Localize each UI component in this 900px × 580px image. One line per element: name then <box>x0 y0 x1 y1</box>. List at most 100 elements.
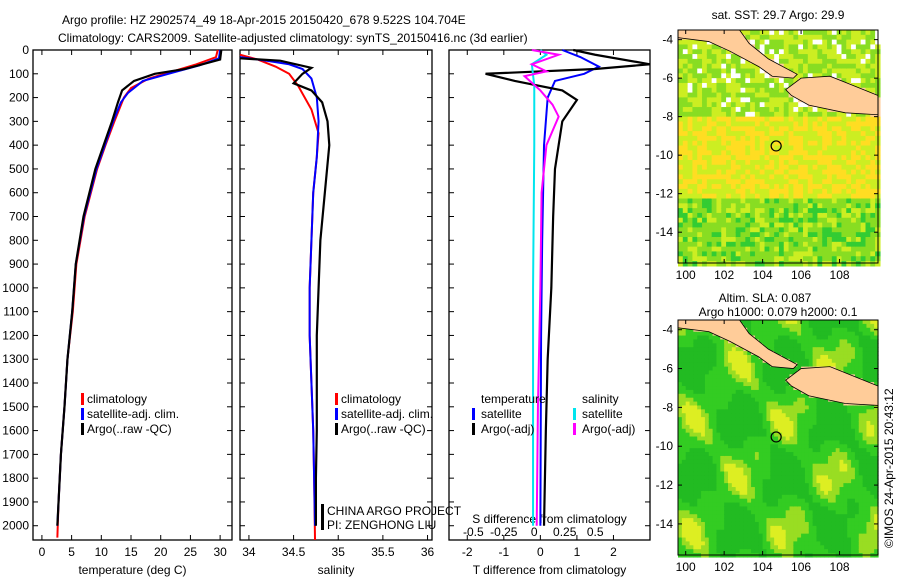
map-cell <box>708 420 714 426</box>
map-cell <box>812 323 818 329</box>
map-cell <box>751 432 756 438</box>
map-cell <box>702 78 708 84</box>
map-cell <box>704 537 710 543</box>
map-cell <box>716 432 721 438</box>
map-cell <box>785 452 791 457</box>
map-cell <box>708 389 714 395</box>
map-cell <box>754 518 760 523</box>
map-cell <box>678 111 684 118</box>
map-cell <box>820 475 825 480</box>
map-cell <box>801 432 806 438</box>
map-cell <box>740 107 746 113</box>
map-cell <box>687 135 694 142</box>
map-cell <box>870 63 876 70</box>
map-cell <box>774 232 780 238</box>
map-cell <box>750 217 756 224</box>
map-cell <box>682 174 689 180</box>
map-cell <box>721 150 727 156</box>
map-cell <box>711 184 718 190</box>
map-cell <box>827 54 833 60</box>
map-cell <box>828 510 833 515</box>
map-cell <box>754 471 760 476</box>
map-cell <box>778 521 783 527</box>
map-cell <box>716 82 722 89</box>
map-cell <box>836 241 843 248</box>
map-cell <box>797 541 802 546</box>
map-cell <box>743 358 748 364</box>
map-lat-label: -6 <box>662 71 673 85</box>
map-cell <box>724 475 729 480</box>
map-cell <box>828 327 833 333</box>
map-cell <box>697 537 702 543</box>
map-cell <box>724 428 729 434</box>
map-cell <box>693 494 698 500</box>
map-cell <box>751 494 756 500</box>
map-cell <box>835 424 841 430</box>
map-cell <box>769 87 775 94</box>
map-cell <box>728 487 733 492</box>
map-cell <box>739 448 744 453</box>
map-cell <box>678 514 683 519</box>
map-cell <box>812 358 818 364</box>
map-cell <box>726 222 732 228</box>
map-cell <box>743 459 748 465</box>
map-cell <box>701 417 706 422</box>
map-cell <box>681 494 687 500</box>
map-cell <box>716 102 722 108</box>
map-cell <box>803 121 809 127</box>
map-cell <box>778 169 785 176</box>
map-cell <box>681 378 687 383</box>
map-cell <box>785 498 791 504</box>
map-cell <box>735 467 741 473</box>
map-cell <box>807 54 814 60</box>
map-cell <box>824 323 829 329</box>
map-cell <box>740 140 746 147</box>
map-cell <box>735 159 742 166</box>
map-cell <box>678 440 683 445</box>
map-cell <box>831 39 838 46</box>
map-cell <box>687 203 694 209</box>
map-cell <box>793 241 799 248</box>
map-cell <box>678 179 684 185</box>
map-cell <box>817 155 823 161</box>
map-cell <box>781 382 787 387</box>
map-cell <box>770 374 775 379</box>
s-diff-axis-label: S difference from climatology <box>472 512 627 526</box>
map-cell <box>860 126 867 132</box>
map-cell <box>716 541 721 546</box>
map-cell <box>678 541 683 546</box>
map-cell <box>758 463 764 469</box>
map-cell <box>692 54 698 60</box>
map-cell <box>678 549 683 554</box>
series-line-satellite-adj-clim- <box>239 56 320 526</box>
map-cell <box>839 323 844 329</box>
map-cell <box>816 409 821 414</box>
map-cell <box>681 537 687 543</box>
map-cell <box>803 179 809 185</box>
map-cell <box>843 409 848 414</box>
map-cell <box>781 432 787 438</box>
map-cell <box>747 541 752 546</box>
map-cell <box>681 347 687 352</box>
map-cell <box>708 490 714 496</box>
map-cell <box>803 145 809 151</box>
map-cell <box>724 354 729 360</box>
map-cell <box>816 343 821 348</box>
map-cell <box>789 409 794 414</box>
map-cell <box>678 386 683 391</box>
map-cell <box>735 452 741 457</box>
map-cell <box>870 126 876 132</box>
map-cell <box>764 34 770 41</box>
map-cell <box>828 525 833 531</box>
map-cell <box>716 413 721 418</box>
map-cell <box>759 217 766 224</box>
map-cell <box>812 227 819 233</box>
map-cell <box>735 227 742 233</box>
map-cell <box>846 227 852 233</box>
map-cell <box>764 44 770 50</box>
map-cell <box>751 529 756 535</box>
map-cell <box>689 529 694 535</box>
map-cell <box>739 409 744 414</box>
map-cell <box>743 351 748 356</box>
map-cell <box>731 545 737 550</box>
